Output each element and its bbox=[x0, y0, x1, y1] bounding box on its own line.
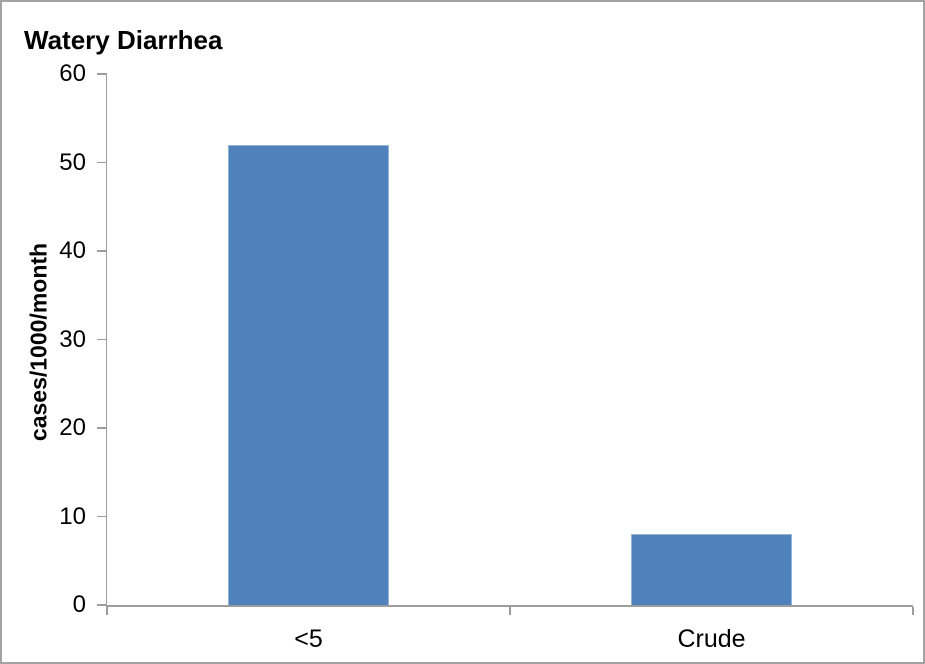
x-category-label: <5 bbox=[294, 625, 323, 653]
y-tick-mark bbox=[97, 427, 107, 429]
bar-crude bbox=[630, 534, 793, 605]
x-axis-line bbox=[105, 605, 913, 607]
bar-5 bbox=[227, 144, 390, 605]
y-tick-label: 10 bbox=[59, 502, 86, 530]
y-tick-mark bbox=[97, 515, 107, 518]
y-tick-mark bbox=[97, 73, 107, 75]
y-tick-mark bbox=[97, 250, 107, 252]
y-tick-label: 40 bbox=[59, 237, 86, 264]
y-tick-mark bbox=[97, 604, 107, 606]
chart-title: Watery Diarrhea bbox=[24, 25, 223, 55]
x-boundary-tick-mark bbox=[912, 606, 914, 615]
x-boundary-tick-mark bbox=[509, 606, 511, 615]
y-tick-label: 60 bbox=[59, 60, 86, 87]
y-tick-label: 0 bbox=[72, 591, 86, 618]
y-tick-label: 20 bbox=[59, 414, 86, 441]
x-boundary-tick-mark bbox=[106, 606, 108, 615]
y-tick-label: 30 bbox=[59, 325, 86, 353]
x-category-label: Crude bbox=[677, 625, 746, 653]
y-tick-label: 50 bbox=[59, 148, 86, 176]
y-tick-mark bbox=[97, 338, 107, 341]
y-tick-mark bbox=[97, 161, 107, 164]
y-axis-line bbox=[105, 74, 107, 607]
